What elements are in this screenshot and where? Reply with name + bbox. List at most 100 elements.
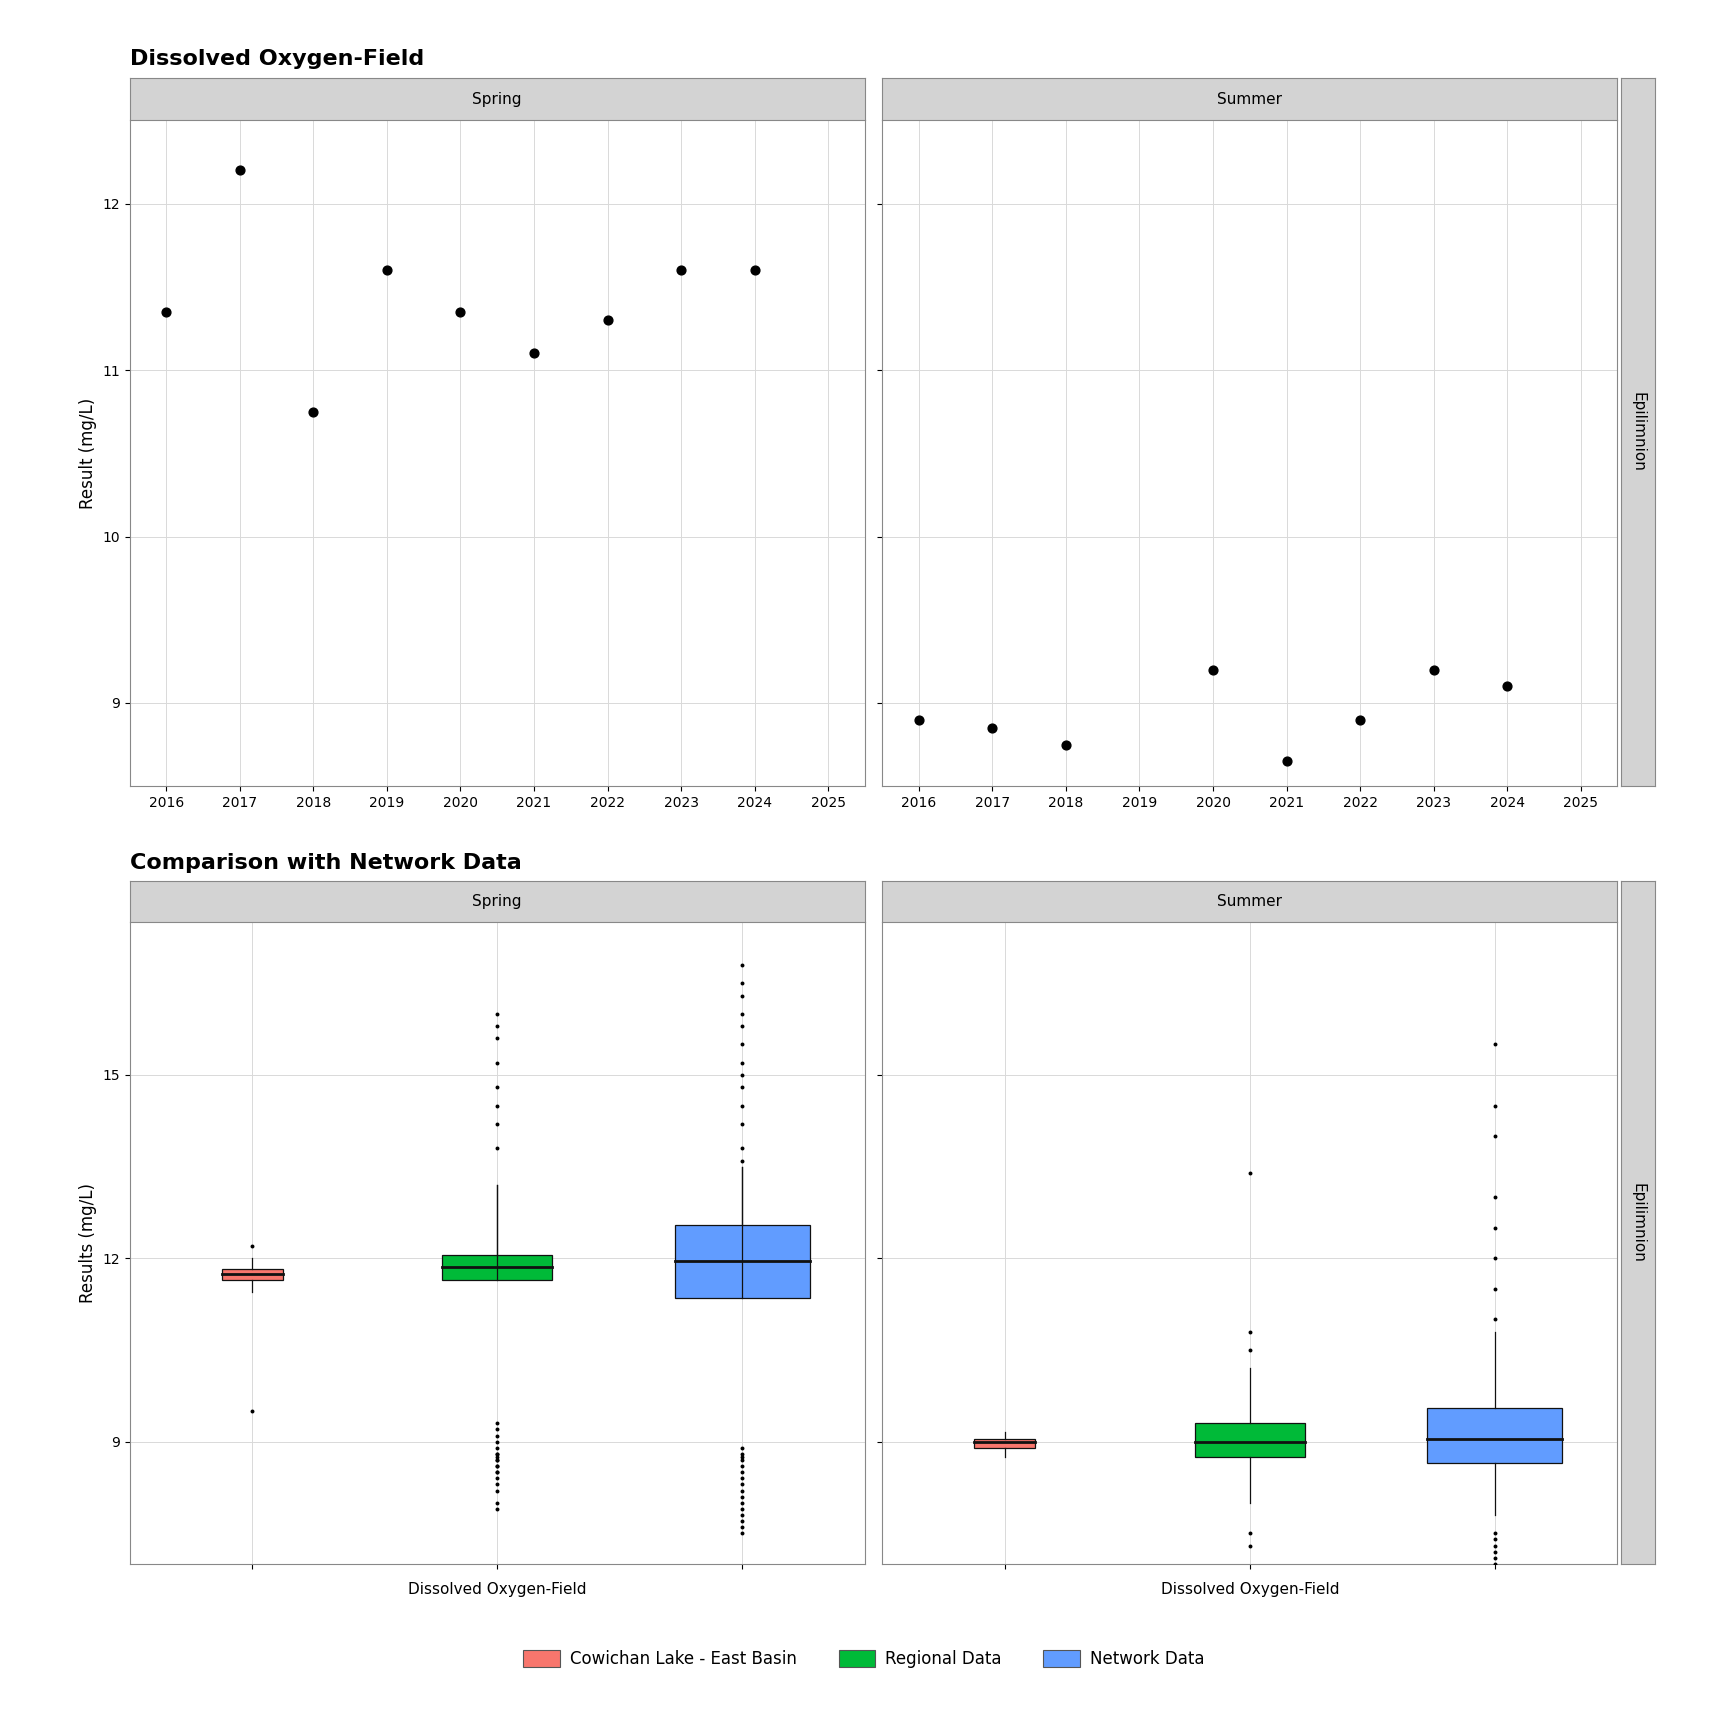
Y-axis label: Result (mg/L): Result (mg/L) xyxy=(78,397,97,508)
Text: Dissolved Oxygen-Field: Dissolved Oxygen-Field xyxy=(130,48,423,69)
Point xyxy=(1420,657,1448,684)
Point xyxy=(1481,1519,1509,1547)
Point xyxy=(484,1458,511,1486)
Legend: Cowichan Lake - East Basin, Regional Data, Network Data: Cowichan Lake - East Basin, Regional Dat… xyxy=(524,1650,1204,1668)
Point xyxy=(729,1464,757,1491)
Point xyxy=(484,1452,511,1479)
Point xyxy=(667,256,695,283)
Point xyxy=(729,1502,757,1529)
Point xyxy=(484,1135,511,1163)
Point xyxy=(729,1049,757,1077)
Text: Summer: Summer xyxy=(1217,895,1282,909)
Point xyxy=(594,306,622,334)
Point xyxy=(1481,1275,1509,1303)
Bar xyxy=(442,1255,553,1280)
Point xyxy=(520,339,548,366)
Point xyxy=(1052,731,1080,759)
Point xyxy=(729,1490,757,1517)
Point xyxy=(1346,705,1374,733)
Point xyxy=(729,1507,757,1534)
Point xyxy=(729,982,757,1009)
Point xyxy=(484,1092,511,1120)
Point xyxy=(1481,1244,1509,1272)
Point xyxy=(226,157,254,185)
Point xyxy=(729,1001,757,1028)
Point xyxy=(1481,1215,1509,1242)
Point xyxy=(729,1514,757,1541)
Point xyxy=(729,1519,757,1547)
Point xyxy=(1481,1030,1509,1058)
Text: Summer: Summer xyxy=(1217,92,1282,107)
Point xyxy=(484,1439,511,1467)
Point xyxy=(484,1490,511,1517)
Point xyxy=(484,1458,511,1486)
Point xyxy=(1199,657,1227,684)
Bar xyxy=(975,1439,1035,1448)
Point xyxy=(729,1030,757,1058)
Point xyxy=(484,1446,511,1474)
Point xyxy=(729,1147,757,1175)
Point xyxy=(484,1452,511,1479)
Point xyxy=(299,397,327,425)
Point xyxy=(484,1001,511,1028)
Point xyxy=(905,705,933,733)
Point xyxy=(729,1013,757,1040)
Bar xyxy=(676,1225,810,1298)
Bar xyxy=(221,1270,283,1280)
Point xyxy=(729,1135,757,1163)
Point xyxy=(729,969,757,997)
Point xyxy=(978,714,1006,741)
Point xyxy=(484,1446,511,1474)
Point xyxy=(484,1013,511,1040)
Point xyxy=(729,1061,757,1089)
Point xyxy=(484,1410,511,1438)
Point xyxy=(446,297,473,325)
Text: Spring: Spring xyxy=(472,92,522,107)
Point xyxy=(484,1464,511,1491)
Bar xyxy=(1194,1424,1305,1457)
Point xyxy=(1481,1184,1509,1211)
Point xyxy=(1481,1092,1509,1120)
Point xyxy=(238,1232,266,1260)
Point xyxy=(1481,1306,1509,1334)
X-axis label: Dissolved Oxygen-Field: Dissolved Oxygen-Field xyxy=(408,1581,586,1597)
Text: Comparison with Network Data: Comparison with Network Data xyxy=(130,852,522,873)
Point xyxy=(1481,1543,1509,1571)
Point xyxy=(484,1443,511,1471)
Point xyxy=(484,1427,511,1455)
Point xyxy=(729,1452,757,1479)
Point xyxy=(1125,781,1153,809)
Point xyxy=(484,1109,511,1137)
Point xyxy=(1274,748,1301,776)
Point xyxy=(1236,1519,1263,1547)
Point xyxy=(729,1446,757,1474)
Point xyxy=(1236,1318,1263,1346)
Point xyxy=(484,1415,511,1443)
Text: Epilimnion: Epilimnion xyxy=(1631,1182,1645,1263)
Point xyxy=(729,1443,757,1471)
Text: Spring: Spring xyxy=(472,895,522,909)
Point xyxy=(729,1092,757,1120)
Point xyxy=(484,1049,511,1077)
Point xyxy=(1481,1526,1509,1553)
Point xyxy=(1236,1531,1263,1559)
Point xyxy=(1481,1121,1509,1149)
Text: Epilimnion: Epilimnion xyxy=(1631,392,1645,472)
Bar xyxy=(1427,1408,1562,1464)
Point xyxy=(484,1477,511,1505)
Point xyxy=(484,1422,511,1450)
Point xyxy=(238,1398,266,1426)
Point xyxy=(729,1434,757,1462)
Point xyxy=(729,1483,757,1510)
Point xyxy=(1493,672,1521,700)
Point xyxy=(729,1477,757,1505)
Point xyxy=(729,1471,757,1498)
Point xyxy=(1236,1336,1263,1363)
Point xyxy=(152,297,180,325)
Point xyxy=(484,1434,511,1462)
Point xyxy=(1481,1531,1509,1559)
Point xyxy=(484,1073,511,1101)
Point xyxy=(484,1025,511,1052)
Point xyxy=(729,1495,757,1522)
Y-axis label: Results (mg/L): Results (mg/L) xyxy=(79,1184,97,1303)
